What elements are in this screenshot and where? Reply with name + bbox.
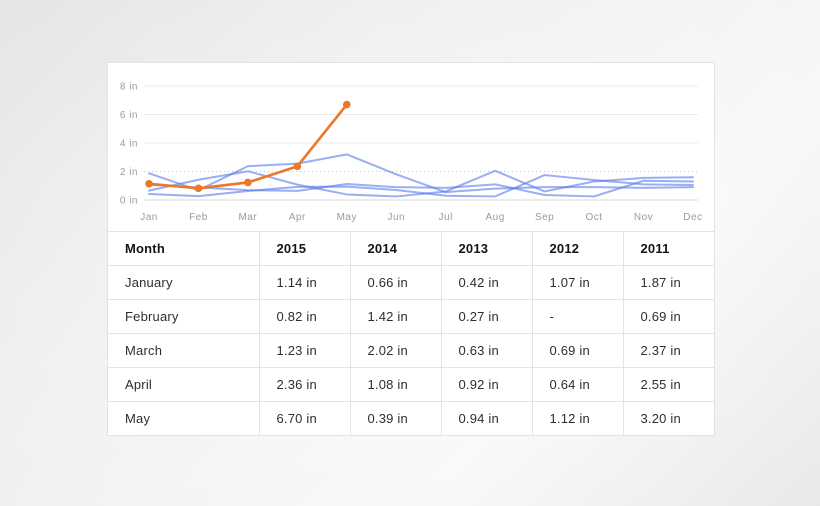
table-row: February 0.82 in 1.42 in 0.27 in -0.69 in (107, 299, 715, 334)
value-cell: 2.02 in (349, 333, 442, 368)
column-header-2014: 2014 (349, 231, 442, 266)
value-cell: 0.69 in (531, 333, 624, 368)
month-cell: February (107, 299, 260, 334)
column-header-2015: 2015 (258, 231, 351, 266)
series-line-2012 (148, 179, 694, 198)
y-axis-tick-label: 4 in (120, 139, 138, 150)
rainfall-card: 0 in 2 in 4 in 6 in 8 in Jan Feb Mar Apr May Jun Ju… (107, 62, 715, 436)
rainfall-chart: 0 in 2 in 4 in 6 in 8 in Jan Feb Mar Apr May Jun Ju… (108, 63, 714, 232)
value-cell: - (531, 299, 624, 334)
rainfall-table: Month 2015 2014 2013 2012 2011 January 1.… (107, 231, 715, 436)
data-point-marker (244, 178, 252, 187)
value-cell: 0.39 in (349, 401, 442, 436)
table-row: March 1.23 in 2.02 in 0.63 in 0.69 in 2.37 in (107, 333, 715, 368)
value-cell: 6.70 in (258, 401, 351, 436)
data-point-marker (194, 184, 203, 193)
value-cell: 2.36 in (258, 367, 351, 402)
table-row: April 2.36 in 1.08 in 0.92 in 0.64 in 2.55 in (107, 367, 715, 402)
y-axis-tick-label: 8 in (120, 82, 138, 93)
column-header-2012: 2012 (531, 231, 624, 266)
month-cell: January (107, 265, 260, 300)
month-cell: May (107, 401, 260, 436)
x-axis-tick-label: Nov (634, 212, 653, 223)
x-axis-tick-label: Dec (683, 212, 702, 223)
column-header-month: Month (107, 231, 260, 266)
x-axis-tick-label: Jan (140, 212, 158, 223)
x-axis-tick-label: May (337, 212, 357, 223)
x-axis-tick-label: Apr (289, 212, 306, 223)
value-cell: 0.92 in (440, 367, 533, 402)
value-cell: 1.07 in (531, 265, 624, 300)
value-cell: 1.12 in (531, 401, 624, 436)
x-axis-tick-label: Aug (486, 212, 505, 223)
month-cell: April (107, 367, 260, 402)
value-cell: 0.69 in (622, 299, 715, 334)
data-point-marker (145, 179, 153, 188)
x-axis-tick-label: Oct (586, 212, 603, 223)
series-line-2015 (147, 103, 349, 190)
y-axis-tick-label: 0 in (120, 196, 138, 207)
value-cell: 1.14 in (258, 265, 351, 300)
value-cell: 0.94 in (440, 401, 533, 436)
value-cell: 2.37 in (622, 333, 715, 368)
y-axis-tick-label: 6 in (120, 110, 138, 121)
chart-canvas: 0 in 2 in 4 in 6 in 8 in Jan Feb Mar Apr May Jun Ju… (120, 82, 702, 224)
value-cell: 0.64 in (531, 367, 624, 402)
value-cell: 1.87 in (622, 265, 715, 300)
value-cell: 0.63 in (440, 333, 533, 368)
series-line-2011 (148, 153, 694, 194)
y-axis-tick-label: 2 in (120, 167, 138, 178)
x-axis-tick-label: Jul (439, 212, 453, 223)
value-cell: 0.82 in (258, 299, 351, 334)
value-cell: 1.08 in (349, 367, 442, 402)
x-axis-tick-label: Jun (387, 212, 405, 223)
column-header-2011: 2011 (622, 231, 715, 266)
value-cell: 3.20 in (622, 401, 715, 436)
table-row: May 6.70 in 0.39 in 0.94 in 1.12 in 3.20 in (107, 401, 715, 436)
data-point-marker (293, 162, 302, 171)
value-cell: 1.42 in (349, 299, 442, 334)
column-header-2013: 2013 (440, 231, 533, 266)
value-cell: 0.66 in (349, 265, 442, 300)
table-row: January 1.14 in 0.66 in 0.42 in 1.07 in 1.87 … (107, 265, 715, 300)
month-cell: March (107, 333, 260, 368)
value-cell: 1.23 in (258, 333, 351, 368)
table-header-row: Month 2015 2014 2013 2012 2011 (107, 231, 715, 266)
data-point-marker (343, 100, 351, 109)
x-axis-tick-label: Sep (535, 212, 554, 223)
value-cell: 0.27 in (440, 299, 533, 334)
x-axis-tick-label: Feb (189, 212, 208, 223)
value-cell: 2.55 in (622, 367, 715, 402)
x-axis-tick-label: Mar (239, 212, 258, 223)
value-cell: 0.42 in (440, 265, 533, 300)
series-line-2014 (148, 169, 694, 198)
